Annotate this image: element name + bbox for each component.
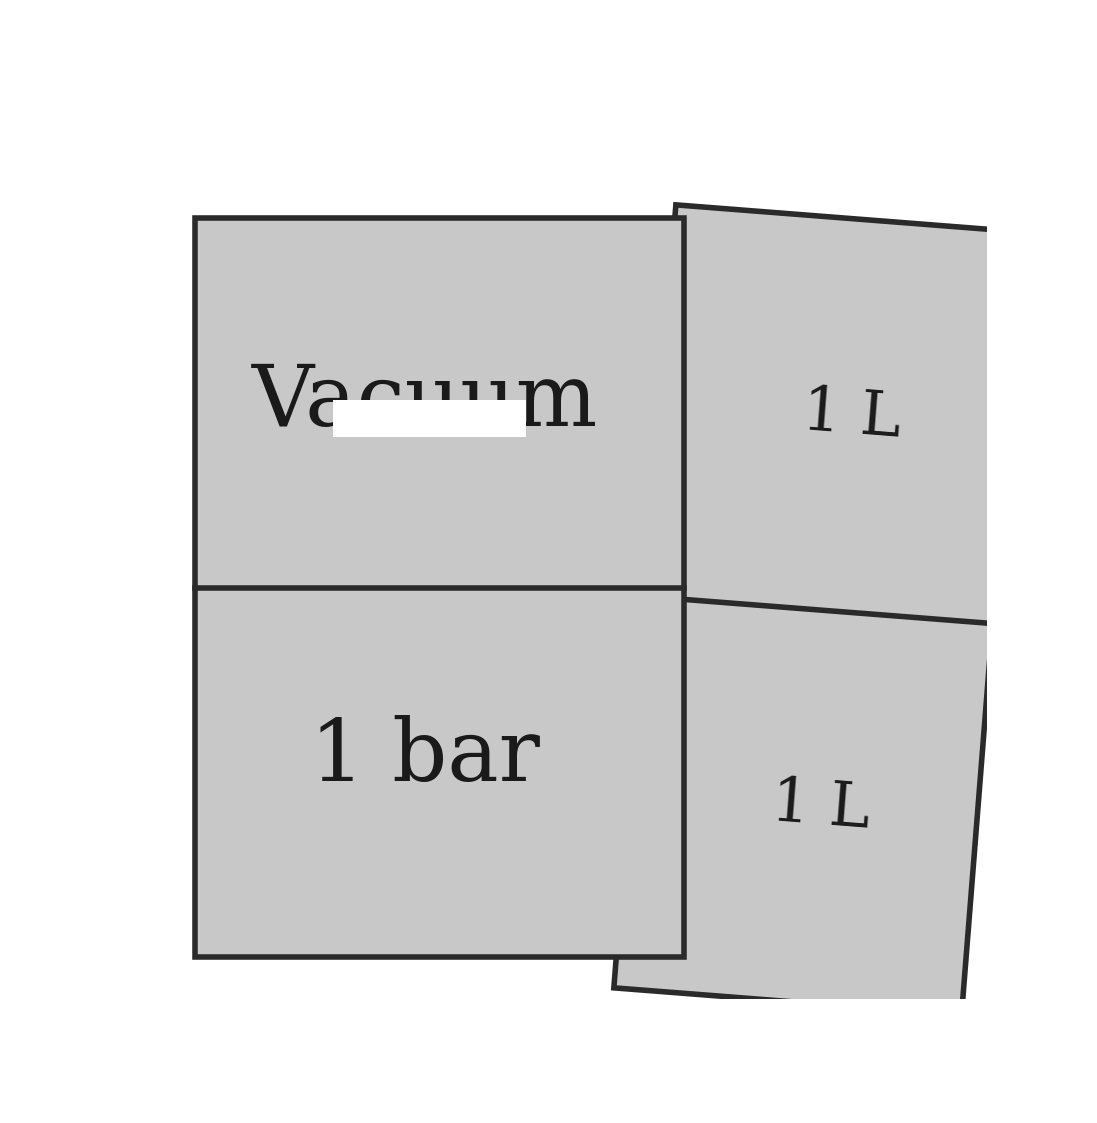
Bar [195, 218, 683, 957]
Text: Vacuum: Vacuum [251, 362, 598, 445]
Text: 1 bar: 1 bar [309, 716, 540, 800]
Text: 1 L: 1 L [800, 382, 903, 449]
Polygon shape [614, 204, 1024, 1015]
Bar [332, 401, 527, 437]
Text: 1 L: 1 L [769, 774, 872, 841]
